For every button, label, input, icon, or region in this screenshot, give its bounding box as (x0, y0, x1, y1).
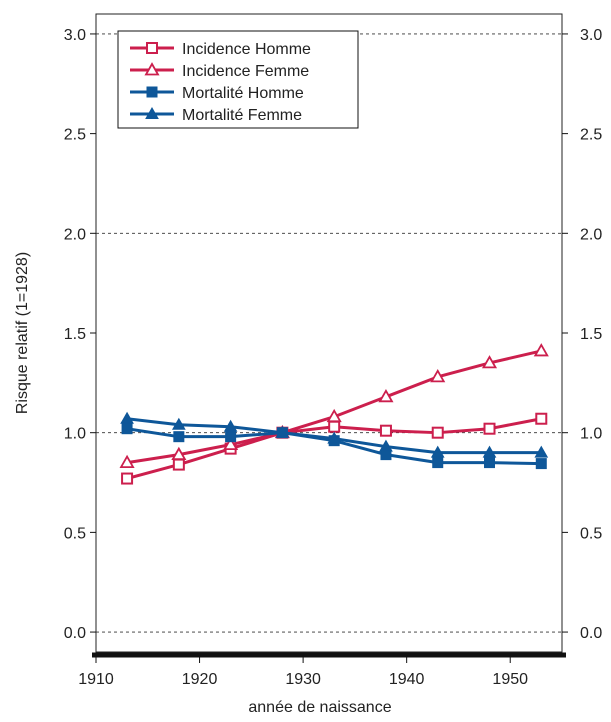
y-tick-label-left: 0.5 (64, 525, 86, 542)
y-axis-left: 0.0 0.5 1.0 1.5 2.0 2.5 3.0 (64, 27, 96, 642)
legend-marker (146, 86, 158, 98)
series-layer (119, 343, 549, 485)
data-point (430, 369, 446, 383)
legend: Incidence Homme Incidence Femme Mortalité … (117, 30, 359, 129)
x-tick-label: 1920 (182, 671, 218, 688)
y-tick-label-left: 1.0 (64, 426, 86, 443)
data-point (432, 457, 444, 469)
legend-label: Incidence Femme (182, 63, 309, 80)
data-point (173, 431, 185, 443)
y-tick-label-left: 1.5 (64, 326, 86, 343)
y-tick-label-right: 0.5 (580, 525, 602, 542)
data-point (120, 411, 134, 424)
data-point (171, 446, 187, 461)
data-point (275, 425, 290, 438)
data-point (328, 420, 341, 433)
data-point (484, 457, 496, 469)
y-axis-title: Risque relatif (1=1928) (14, 252, 31, 414)
data-point (483, 422, 496, 435)
x-tick-label: 1940 (389, 671, 425, 688)
legend-item: Incidence Homme (130, 41, 311, 58)
legend-item: Mortalité Femme (130, 106, 302, 124)
data-point (171, 417, 186, 430)
y-tick-label-left: 2.0 (64, 226, 86, 243)
data-point (225, 431, 237, 443)
data-point (119, 454, 135, 468)
data-point (535, 412, 548, 425)
data-point (223, 419, 238, 432)
data-point (378, 388, 394, 403)
data-point (430, 445, 445, 458)
y-tick-label-left: 2.5 (64, 127, 86, 144)
y-axis-right: 0.0 0.5 1.0 1.5 2.0 2.5 3.0 (562, 27, 602, 642)
data-point (326, 408, 342, 423)
data-point (172, 458, 185, 471)
data-point (481, 355, 498, 369)
data-point (482, 445, 497, 458)
legend-item: Incidence Femme (130, 62, 309, 80)
x-axis: 1910 1920 1930 1940 1950 (78, 652, 566, 688)
y-tick-label-left: 3.0 (64, 27, 86, 44)
y-tick-label-right: 2.5 (580, 127, 602, 144)
x-tick-label: 1950 (492, 671, 528, 688)
data-point (533, 343, 549, 357)
series-mortalite-femme (120, 411, 549, 458)
legend-marker (145, 106, 159, 119)
y-tick-label-right: 1.5 (580, 326, 602, 343)
y-tick-label-right: 2.0 (580, 226, 602, 243)
data-point (121, 423, 133, 435)
data-point (223, 436, 239, 451)
legend-marker (146, 42, 158, 54)
y-tick-label-left: 0.0 (64, 625, 86, 642)
legend-label: Mortalité Femme (182, 107, 302, 124)
data-point (535, 458, 547, 470)
y-tick-label-right: 3.0 (580, 27, 602, 44)
x-axis-title: année de naissance (248, 699, 391, 716)
legend-marker (144, 62, 160, 76)
data-point (379, 424, 392, 437)
legend-item: Mortalité Homme (130, 85, 304, 102)
x-tick-label: 1910 (78, 671, 114, 688)
data-point (327, 431, 342, 444)
data-point (379, 439, 393, 452)
y-tick-label-right: 0.0 (580, 625, 602, 642)
legend-label: Mortalité Homme (182, 85, 304, 102)
y-tick-label-right: 1.0 (580, 426, 602, 443)
data-point (431, 426, 444, 439)
series-incidence-femme (119, 343, 549, 468)
x-tick-label: 1930 (285, 671, 321, 688)
data-point (534, 445, 549, 458)
legend-label: Incidence Homme (182, 41, 311, 58)
data-point (121, 472, 134, 485)
